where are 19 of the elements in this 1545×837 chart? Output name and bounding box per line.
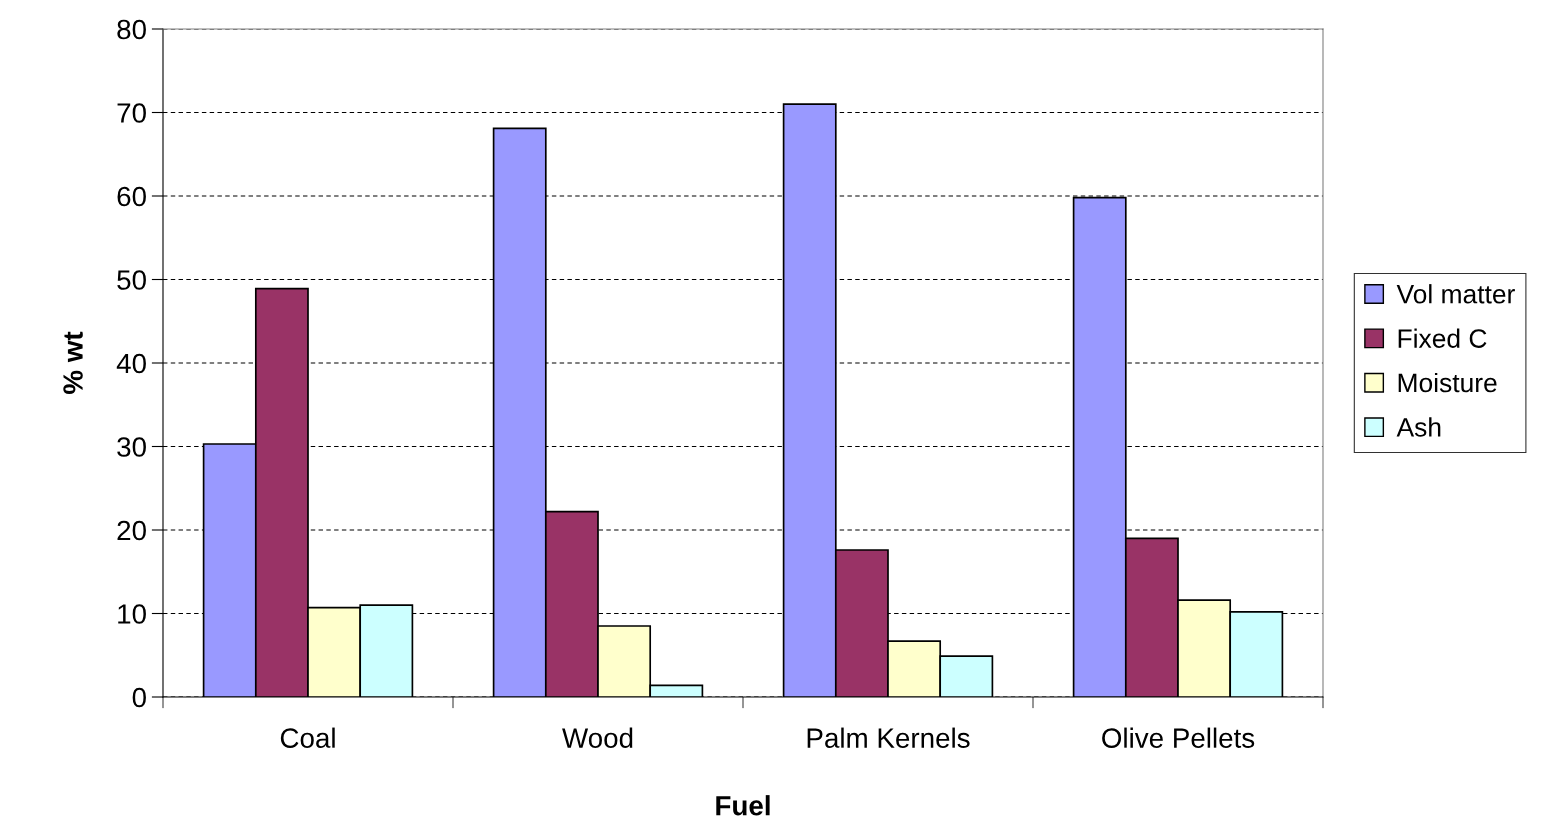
legend-label: Vol matter	[1396, 284, 1515, 304]
legend-label: Moisture	[1398, 372, 1497, 393]
y-tick-label: 30	[117, 437, 146, 457]
y-tick-label: 20	[117, 520, 146, 541]
y-tick-label: 70	[117, 103, 146, 123]
y-tick-label: 0	[132, 687, 146, 708]
legend-label: Ash	[1396, 417, 1441, 437]
y-tick-label: 40	[116, 353, 146, 374]
legend-label: Fixed C	[1398, 328, 1487, 348]
y-axis-title: % wt	[63, 331, 83, 394]
y-tick-label: 10	[118, 604, 146, 624]
y-tick-label: 80	[117, 19, 146, 40]
x-tick-label: Palm Kernels	[807, 727, 970, 748]
x-tick-label: Wood	[562, 727, 633, 748]
x-axis-title: Fuel	[716, 795, 770, 816]
y-tick-label: 50	[117, 270, 146, 290]
x-tick-label: Olive Pellets	[1102, 727, 1255, 748]
x-tick-label: Coal	[280, 727, 335, 748]
y-tick-label: 60	[117, 186, 146, 207]
